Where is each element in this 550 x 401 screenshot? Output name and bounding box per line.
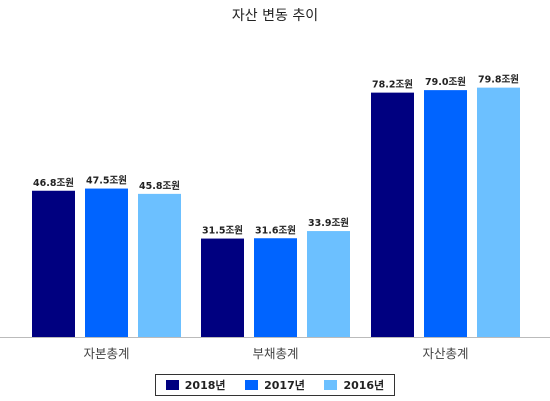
legend-swatch-2018 [165, 380, 179, 390]
bar-자산총계-2016년 [477, 87, 520, 337]
bar-자본총계-2018년 [32, 190, 75, 337]
data-label-부채총계-2017년: 31.6조원 [255, 224, 296, 236]
legend-label-2017: 2017년 [264, 379, 305, 392]
legend-swatch-2017 [245, 380, 259, 390]
legend-item-2016: 2016년 [324, 377, 384, 393]
chart-title: 자산 변동 추이 [231, 8, 319, 24]
data-label-자본총계-2016년: 45.8조원 [139, 180, 180, 192]
data-label-자산총계-2016년: 79.8조원 [478, 74, 519, 86]
data-label-부채총계-2018년: 31.5조원 [202, 225, 243, 237]
legend-label-2018: 2018년 [184, 379, 226, 392]
legend-label-2016: 2016년 [343, 379, 385, 392]
bar-자산총계-2018년 [371, 92, 414, 337]
bar-자산총계-2017년 [424, 90, 467, 337]
category-label-자산총계: 자산총계 [422, 346, 468, 361]
category-label-자본총계: 자본총계 [83, 346, 129, 361]
data-label-자산총계-2017년: 79.0조원 [425, 76, 466, 88]
bar-부채총계-2017년 [254, 238, 297, 337]
legend-item-2017: 2017년 [245, 377, 305, 393]
data-label-부채총계-2016년: 33.9조원 [308, 217, 349, 229]
bar-자본총계-2016년 [138, 193, 181, 337]
bar-부채총계-2016년 [307, 231, 350, 337]
bar-자본총계-2017년 [85, 188, 128, 337]
legend-item-2018: 2018년 [165, 377, 226, 393]
legend-swatch-2016 [324, 380, 338, 390]
data-label-자산총계-2018년: 78.2조원 [372, 79, 413, 91]
legend: 2018년 2017년 2016년 [155, 374, 395, 396]
data-label-자본총계-2017년: 47.5조원 [86, 175, 127, 187]
category-label-부채총계: 부채총계 [252, 346, 298, 361]
data-label-자본총계-2018년: 46.8조원 [33, 177, 74, 189]
bar-부채총계-2018년 [201, 238, 244, 337]
